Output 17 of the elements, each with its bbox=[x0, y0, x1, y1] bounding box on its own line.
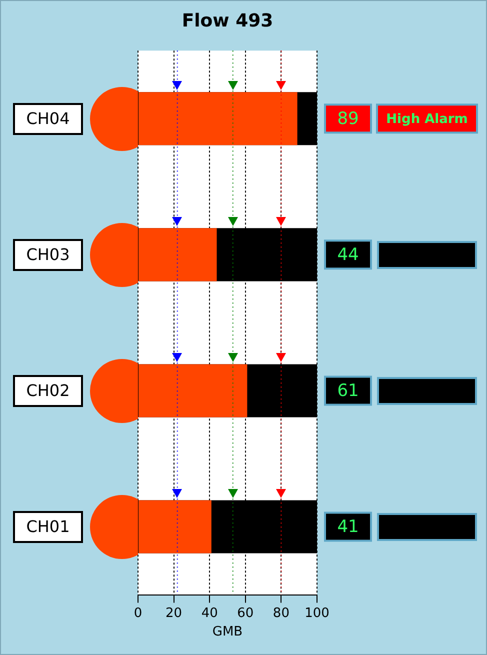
y-tick-label: CH04 bbox=[13, 102, 83, 135]
y-tick-label: CH02 bbox=[13, 374, 83, 407]
x-tick-label: 100 bbox=[304, 606, 330, 621]
x-axis-title: GMB bbox=[212, 624, 243, 640]
data-label: 44 bbox=[337, 245, 359, 266]
data-label: 41 bbox=[337, 517, 359, 538]
y-tick-label: CH03 bbox=[13, 238, 83, 271]
chart-title: Flow 493 bbox=[182, 10, 274, 32]
data-label: 61 bbox=[337, 381, 359, 402]
x-tick-label: 60 bbox=[237, 606, 254, 621]
data-label: 89 bbox=[337, 109, 359, 130]
x-tick-label: 20 bbox=[166, 606, 182, 621]
x-tick-label: 80 bbox=[272, 606, 290, 621]
text: High Alarm bbox=[386, 112, 468, 127]
x-tick-label: 0 bbox=[134, 606, 142, 621]
y-tick-label: CH01 bbox=[13, 510, 83, 543]
x-tick-label: 40 bbox=[201, 606, 218, 621]
